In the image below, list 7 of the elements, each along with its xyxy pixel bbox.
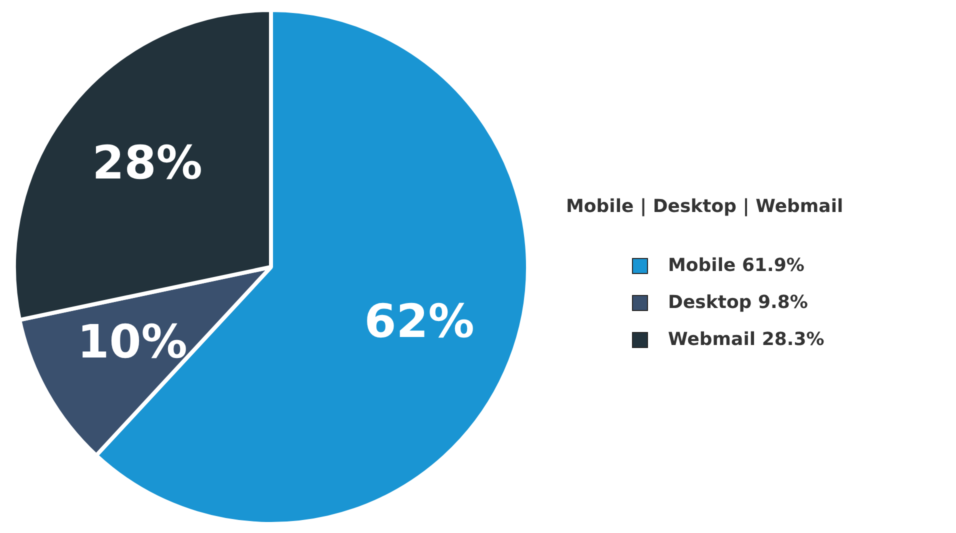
data-label: 10% <box>77 314 188 368</box>
legend-label: Desktop 9.8% <box>668 292 808 313</box>
data-label: 28% <box>92 136 202 190</box>
legend-label: Mobile 61.9% <box>668 255 804 276</box>
text: Mobile | Desktop | Webmail <box>566 196 844 217</box>
data-label: 62% <box>364 294 474 348</box>
legend-label: Webmail 28.3% <box>668 329 824 350</box>
